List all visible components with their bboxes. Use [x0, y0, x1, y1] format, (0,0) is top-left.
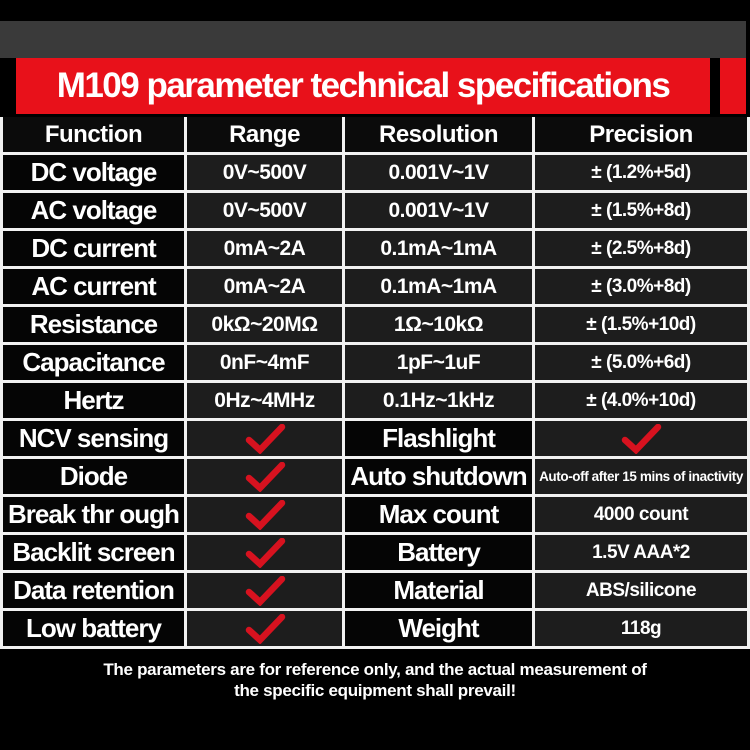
- table-row-function: Hertz: [3, 383, 184, 418]
- banner-ribbon-tab: [720, 58, 746, 114]
- table-row-precision: ± (2.5%+8d): [535, 231, 747, 266]
- feature-check-cell: [535, 421, 747, 456]
- table-row-function: AC voltage: [3, 193, 184, 228]
- feature-label: Max count: [345, 497, 532, 532]
- feature-check-cell: [187, 535, 342, 570]
- top-black-bar: [0, 0, 750, 21]
- disclaimer-line-2: the specific equipment shall prevail!: [234, 681, 516, 700]
- table-row-resolution: 0.001V~1V: [345, 155, 532, 190]
- feature-label: Break thr ough: [3, 497, 184, 532]
- feature-value: Auto-off after 15 mins of inactivity: [535, 459, 747, 494]
- feature-check-cell: [187, 459, 342, 494]
- table-row-resolution: 0.1mA~1mA: [345, 269, 532, 304]
- table-row-precision: ± (1.5%+8d): [535, 193, 747, 228]
- specifications-table: Function Range Resolution Precision DC v…: [0, 117, 750, 649]
- feature-check-cell: [187, 573, 342, 608]
- feature-label: Auto shutdown: [345, 459, 532, 494]
- column-header-resolution: Resolution: [345, 117, 532, 152]
- check-icon: [245, 613, 285, 644]
- feature-value: 4000 count: [535, 497, 747, 532]
- feature-value: 118g: [535, 611, 747, 646]
- feature-label: NCV sensing: [3, 421, 184, 456]
- disclaimer-line-1: The parameters are for reference only, a…: [103, 660, 647, 679]
- check-icon: [245, 499, 285, 530]
- table-row-range: 0Hz~4MHz: [187, 383, 342, 418]
- check-icon: [245, 461, 285, 492]
- feature-value: 1.5V AAA*2: [535, 535, 747, 570]
- column-header-function: Function: [3, 117, 184, 152]
- page-title: M109 parameter technical specifications: [56, 66, 671, 105]
- table-row-resolution: 0.1Hz~1kHz: [345, 383, 532, 418]
- check-icon: [621, 423, 662, 454]
- table-row-range: 0mA~2A: [187, 231, 342, 266]
- table-row-range: 0nF~4mF: [187, 345, 342, 380]
- check-icon: [245, 575, 285, 606]
- feature-value: ABS/silicone: [535, 573, 747, 608]
- table-row-function: Capacitance: [3, 345, 184, 380]
- feature-check-cell: [187, 611, 342, 646]
- table-row-function: DC current: [3, 231, 184, 266]
- table-row-precision: ± (3.0%+8d): [535, 269, 747, 304]
- column-header-precision: Precision: [535, 117, 747, 152]
- feature-label: Battery: [345, 535, 532, 570]
- table-row-function: DC voltage: [3, 155, 184, 190]
- feature-label: Backlit screen: [3, 535, 184, 570]
- feature-label: Diode: [3, 459, 184, 494]
- table-row-resolution: 1Ω~10kΩ: [345, 307, 532, 342]
- check-icon: [245, 537, 285, 568]
- table-row-resolution: 0.001V~1V: [345, 193, 532, 228]
- table-row-range: 0kΩ~20MΩ: [187, 307, 342, 342]
- disclaimer-footer: The parameters are for reference only, a…: [0, 649, 750, 750]
- feature-label: Material: [345, 573, 532, 608]
- table-row-resolution: 1pF~1uF: [345, 345, 532, 380]
- table-row-range: 0mA~2A: [187, 269, 342, 304]
- feature-check-cell: [187, 497, 342, 532]
- table-row-precision: ± (1.5%+10d): [535, 307, 747, 342]
- table-row-precision: ± (5.0%+6d): [535, 345, 747, 380]
- table-row-precision: ± (1.2%+5d): [535, 155, 747, 190]
- top-gray-strip: [0, 21, 746, 58]
- feature-label: Low battery: [3, 611, 184, 646]
- table-row-range: 0V~500V: [187, 155, 342, 190]
- table-row-function: Resistance: [3, 307, 184, 342]
- table-row-resolution: 0.1mA~1mA: [345, 231, 532, 266]
- title-banner: M109 parameter technical specifications: [16, 58, 710, 114]
- table-row-function: AC current: [3, 269, 184, 304]
- feature-check-cell: [187, 421, 342, 456]
- check-icon: [245, 423, 285, 454]
- feature-label: Weight: [345, 611, 532, 646]
- feature-label: Data retention: [3, 573, 184, 608]
- table-row-precision: ± (4.0%+10d): [535, 383, 747, 418]
- column-header-range: Range: [187, 117, 342, 152]
- feature-label: Flashlight: [345, 421, 532, 456]
- table-row-range: 0V~500V: [187, 193, 342, 228]
